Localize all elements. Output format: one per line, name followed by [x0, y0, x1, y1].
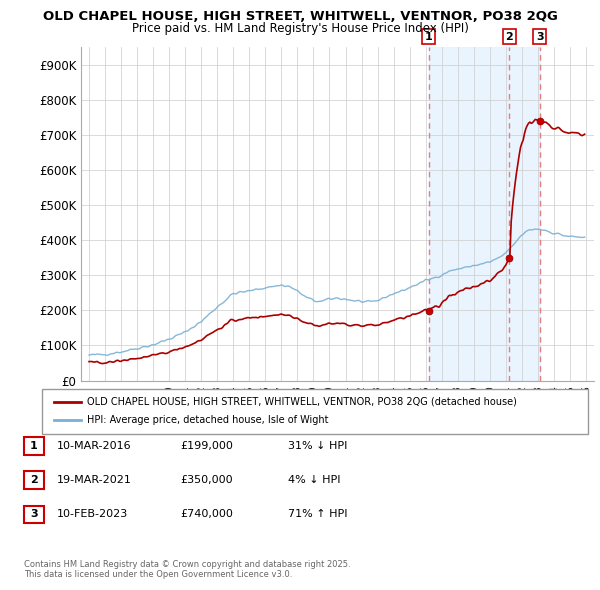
Text: 31% ↓ HPI: 31% ↓ HPI: [288, 441, 347, 451]
Text: 10-FEB-2023: 10-FEB-2023: [57, 510, 128, 519]
Text: 71% ↑ HPI: 71% ↑ HPI: [288, 510, 347, 519]
Text: 10-MAR-2016: 10-MAR-2016: [57, 441, 131, 451]
Text: HPI: Average price, detached house, Isle of Wight: HPI: Average price, detached house, Isle…: [87, 415, 329, 425]
Text: 4% ↓ HPI: 4% ↓ HPI: [288, 476, 341, 485]
Text: OLD CHAPEL HOUSE, HIGH STREET, WHITWELL, VENTNOR, PO38 2QG: OLD CHAPEL HOUSE, HIGH STREET, WHITWELL,…: [43, 10, 557, 23]
Text: 1: 1: [30, 441, 38, 451]
Text: 1: 1: [425, 32, 433, 42]
Text: £740,000: £740,000: [180, 510, 233, 519]
Text: £199,000: £199,000: [180, 441, 233, 451]
Text: OLD CHAPEL HOUSE, HIGH STREET, WHITWELL, VENTNOR, PO38 2QG (detached house): OLD CHAPEL HOUSE, HIGH STREET, WHITWELL,…: [87, 397, 517, 407]
Text: Contains HM Land Registry data © Crown copyright and database right 2025.
This d: Contains HM Land Registry data © Crown c…: [24, 560, 350, 579]
Text: £350,000: £350,000: [180, 476, 233, 485]
Text: Price paid vs. HM Land Registry's House Price Index (HPI): Price paid vs. HM Land Registry's House …: [131, 22, 469, 35]
Text: 2: 2: [505, 32, 513, 42]
Text: 3: 3: [536, 32, 544, 42]
Text: 19-MAR-2021: 19-MAR-2021: [57, 476, 132, 485]
Text: 2: 2: [30, 476, 38, 485]
Text: 3: 3: [30, 510, 38, 519]
Bar: [429, 47, 540, 381]
